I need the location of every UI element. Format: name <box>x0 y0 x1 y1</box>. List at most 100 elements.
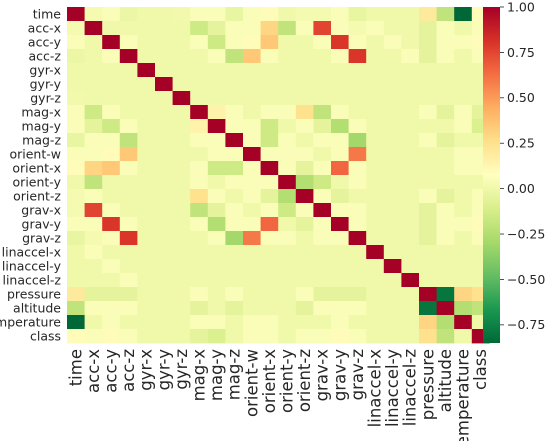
heatmap-cell-altitude-gyr-y <box>155 301 173 316</box>
heatmap-cell-orient-w-linaccel-y <box>383 147 402 162</box>
y-tick-label-acc-x: acc-x <box>28 20 61 35</box>
heatmap-cell-linaccel-z-temperature <box>454 273 473 288</box>
heatmap-cell-acc-z-orient-y <box>278 49 297 64</box>
heatmap-cell-acc-y-acc-z <box>119 35 138 50</box>
y-tick-label-orient-w: orient-w <box>9 146 61 161</box>
heatmap-cell-grav-z-pressure <box>419 231 437 246</box>
heatmap-cell-gyr-y-grav-y <box>331 77 349 92</box>
heatmap-cell-orient-x-pressure <box>419 161 437 176</box>
heatmap-cell-mag-y-mag-x <box>190 119 209 134</box>
heatmap-cell-orient-x-temperature <box>454 161 473 176</box>
heatmap-cell-orient-y-acc-z <box>119 175 138 190</box>
heatmap-cell-altitude-gyr-z <box>172 301 191 316</box>
heatmap-cell-pressure-linaccel-x <box>366 287 385 302</box>
heatmap-cells <box>67 7 490 344</box>
heatmap-cell-temperature-mag-x <box>190 315 209 330</box>
heatmap-cell-class-grav-z <box>348 329 367 344</box>
heatmap-cell-time-orient-z <box>295 7 314 22</box>
heatmap-cell-mag-y-mag-z <box>225 119 244 134</box>
heatmap-cell-grav-z-orient-x <box>260 231 279 246</box>
heatmap-cell-grav-z-orient-w <box>243 231 261 246</box>
heatmap-cell-temperature-temperature <box>454 315 473 330</box>
heatmap-cell-linaccel-y-orient-w <box>243 259 261 274</box>
heatmap-cell-grav-y-time <box>67 217 85 232</box>
heatmap-cell-altitude-grav-y <box>331 301 349 316</box>
heatmap-cell-gyr-z-grav-y <box>331 91 349 106</box>
heatmap-cell-grav-y-mag-z <box>225 217 244 232</box>
heatmap-cell-mag-y-gyr-x <box>137 119 156 134</box>
heatmap-cell-gyr-z-mag-y <box>207 91 226 106</box>
heatmap-cell-grav-z-acc-z <box>119 231 138 246</box>
colorbar-tick-label: 0.50 <box>507 90 535 105</box>
heatmap-cell-gyr-y-orient-w <box>243 77 261 92</box>
heatmap-cell-pressure-grav-x <box>313 287 332 302</box>
heatmap-cell-linaccel-x-orient-y <box>278 245 297 260</box>
heatmap-cell-mag-y-acc-x <box>84 119 103 134</box>
heatmap-cell-orient-w-orient-x <box>260 147 279 162</box>
heatmap-cell-class-orient-x <box>260 329 279 344</box>
heatmap-cell-gyr-z-pressure <box>419 91 437 106</box>
heatmap-cell-gyr-z-altitude <box>436 91 455 106</box>
heatmap-cell-altitude-mag-y <box>207 301 226 316</box>
heatmap-cell-altitude-orient-z <box>295 301 314 316</box>
heatmap-cell-linaccel-x-mag-y <box>207 245 226 260</box>
heatmap-cell-gyr-y-orient-x <box>260 77 279 92</box>
heatmap-cell-orient-z-altitude <box>436 189 455 204</box>
heatmap-cell-pressure-gyr-z <box>172 287 191 302</box>
heatmap-cell-acc-y-linaccel-x <box>366 35 385 50</box>
heatmap-cell-mag-x-linaccel-y <box>383 105 402 120</box>
heatmap-cell-grav-x-grav-x <box>313 203 332 218</box>
y-tick-label-orient-z: orient-z <box>13 188 61 203</box>
heatmap-cell-linaccel-x-pressure <box>419 245 437 260</box>
heatmap-cell-grav-y-linaccel-x <box>366 217 385 232</box>
heatmap-cell-acc-y-linaccel-y <box>383 35 402 50</box>
heatmap-cell-acc-x-linaccel-x <box>366 21 385 36</box>
heatmap-cell-linaccel-x-orient-x <box>260 245 279 260</box>
heatmap-cell-grav-z-gyr-y <box>155 231 173 246</box>
heatmap-cell-orient-z-orient-y <box>278 189 297 204</box>
heatmap-cell-linaccel-y-gyr-x <box>137 259 156 274</box>
heatmap-cell-temperature-time <box>67 315 85 330</box>
heatmap-cell-pressure-grav-y <box>331 287 349 302</box>
heatmap-cell-acc-x-altitude <box>436 21 455 36</box>
heatmap-cell-grav-z-gyr-x <box>137 231 156 246</box>
heatmap-cell-mag-x-acc-y <box>102 105 121 120</box>
heatmap-cell-mag-z-altitude <box>436 133 455 148</box>
x-tick-label-temperature: temperature <box>454 349 473 441</box>
heatmap-cell-mag-z-grav-z <box>348 133 367 148</box>
heatmap-cell-orient-y-acc-y <box>102 175 121 190</box>
heatmap-cell-linaccel-z-gyr-z <box>172 273 191 288</box>
heatmap-cell-mag-x-grav-x <box>313 105 332 120</box>
heatmap-cell-mag-x-acc-z <box>119 105 138 120</box>
heatmap-cell-grav-x-gyr-x <box>137 203 156 218</box>
heatmap-cell-acc-z-linaccel-x <box>366 49 385 64</box>
heatmap-cell-altitude-mag-z <box>225 301 244 316</box>
heatmap-cell-grav-x-gyr-y <box>155 203 173 218</box>
heatmap-cell-mag-y-grav-y <box>331 119 349 134</box>
heatmap-cell-acc-x-linaccel-y <box>383 21 402 36</box>
heatmap-cell-mag-x-acc-x <box>84 105 103 120</box>
heatmap-cell-linaccel-z-grav-y <box>331 273 349 288</box>
heatmap-cell-temperature-gyr-z <box>172 315 191 330</box>
heatmap-cell-linaccel-y-orient-x <box>260 259 279 274</box>
heatmap-cell-acc-x-acc-y <box>102 21 121 36</box>
heatmap-cell-mag-z-orient-y <box>278 133 297 148</box>
heatmap-cell-mag-y-pressure <box>419 119 437 134</box>
heatmap-cell-time-gyr-y <box>155 7 173 22</box>
heatmap-cell-gyr-y-linaccel-y <box>383 77 402 92</box>
heatmap-cell-gyr-x-linaccel-z <box>401 63 420 78</box>
x-tick-label-mag-x: mag-x <box>190 349 209 402</box>
y-tick-label-gyr-y: gyr-y <box>30 76 62 91</box>
heatmap-cell-gyr-z-gyr-y <box>155 91 173 106</box>
heatmap-cell-linaccel-x-orient-w <box>243 245 261 260</box>
heatmap-cell-acc-x-gyr-z <box>172 21 191 36</box>
x-tick-label-class: class <box>471 349 490 390</box>
heatmap-cell-pressure-mag-y <box>207 287 226 302</box>
heatmap-cell-linaccel-y-acc-y <box>102 259 121 274</box>
heatmap-cell-grav-z-time <box>67 231 85 246</box>
heatmap-cell-grav-y-mag-y <box>207 217 226 232</box>
heatmap-cell-orient-y-orient-x <box>260 175 279 190</box>
heatmap-cell-time-gyr-x <box>137 7 156 22</box>
heatmap-cell-grav-x-time <box>67 203 85 218</box>
heatmap-cell-grav-y-acc-x <box>84 217 103 232</box>
